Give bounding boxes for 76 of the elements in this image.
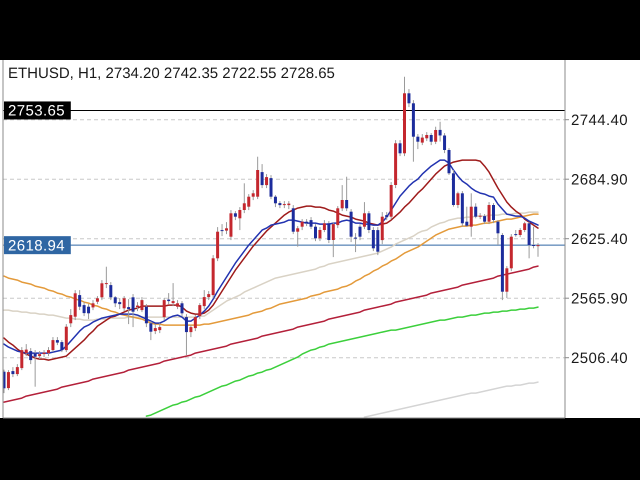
y-tick-label: 2684.90 <box>571 171 628 188</box>
candlestick <box>78 290 82 311</box>
line-series <box>3 265 539 403</box>
candlestick <box>194 314 197 332</box>
candlestick <box>367 210 370 234</box>
candlestick <box>398 140 402 157</box>
candlestick <box>158 322 162 334</box>
candlestick <box>114 296 117 308</box>
candlestick <box>229 210 232 241</box>
candlestick <box>300 218 304 231</box>
candlestick <box>380 212 384 245</box>
candlestick <box>314 224 317 242</box>
candlestick <box>162 298 166 321</box>
candlestick <box>492 202 495 224</box>
candlestick <box>60 340 64 353</box>
candlestick <box>238 206 242 231</box>
candlestick <box>434 126 438 145</box>
candlestick <box>345 176 348 212</box>
candlestick <box>51 336 54 353</box>
candlestick <box>488 202 491 225</box>
y-tick-label: 2625.40 <box>571 230 628 248</box>
candlestick <box>127 298 130 325</box>
y-tick-label: 2565.90 <box>571 290 628 308</box>
candlestick <box>140 296 144 313</box>
candlestick <box>6 370 10 391</box>
ref-line-label: 2618.94 <box>8 237 66 254</box>
candlestick <box>149 320 152 341</box>
candlestick <box>376 226 380 256</box>
candlestick <box>64 324 68 353</box>
candlestick <box>260 164 264 189</box>
candlestick <box>270 174 272 200</box>
candlestick <box>220 224 224 237</box>
candlestick <box>340 184 344 212</box>
candlestick <box>523 221 526 233</box>
candlestick <box>430 132 433 146</box>
candlestick <box>11 366 14 378</box>
candlestick <box>180 300 184 317</box>
line-series <box>146 306 539 417</box>
candlestick <box>167 292 170 305</box>
candlestick <box>265 174 268 189</box>
candlestick <box>29 348 32 365</box>
candlestick <box>505 266 508 299</box>
candlestick <box>109 282 112 301</box>
y-tick-label: 2506.40 <box>571 350 628 367</box>
ref-line-label: 2753.65 <box>8 102 66 120</box>
candlestick <box>247 194 250 211</box>
candlestick <box>322 220 326 233</box>
candlestick <box>416 134 420 150</box>
candlestick <box>122 296 126 312</box>
candlestick <box>407 88 410 108</box>
candlestick <box>184 314 188 356</box>
candlestick <box>354 232 358 253</box>
candlestick <box>362 202 366 230</box>
candlestick <box>528 222 531 259</box>
candlestick <box>474 202 478 219</box>
candlestick <box>443 132 446 154</box>
candlestick <box>318 226 322 242</box>
candlestick <box>144 304 148 328</box>
candlestick <box>172 282 175 307</box>
candlestick <box>470 192 473 238</box>
candlestick <box>456 191 460 209</box>
line-series <box>364 381 539 418</box>
y-tick-label: 2744.40 <box>571 112 628 129</box>
candlestick <box>118 298 122 310</box>
candlestick <box>532 226 536 249</box>
candlestick <box>327 220 330 244</box>
candlestick <box>438 121 442 142</box>
chart-title: ETHUSD, H1, 2734.20 2742.35 2722.55 2728.65 <box>8 65 335 82</box>
candlestick <box>92 300 94 311</box>
candlestick <box>292 204 295 235</box>
candlestick <box>496 220 500 246</box>
candlestick <box>358 224 362 241</box>
candlestick <box>483 214 486 225</box>
candlestick <box>448 148 450 176</box>
candlestick <box>74 290 77 321</box>
candlestick <box>536 242 540 258</box>
